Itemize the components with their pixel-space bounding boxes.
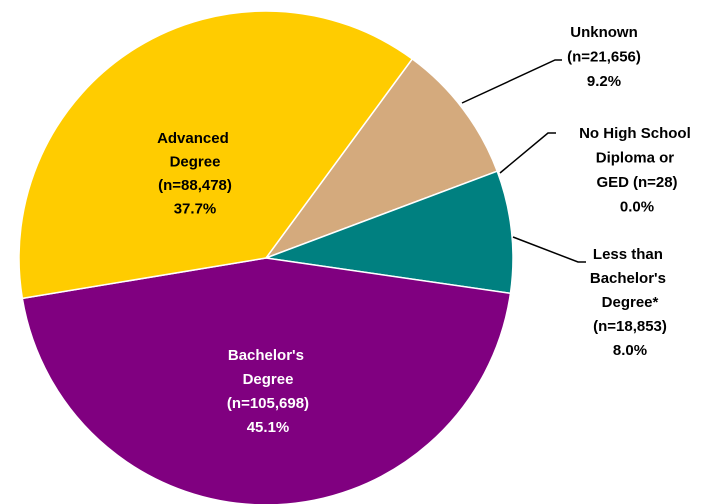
slice-label: Bachelor's Degree — [228, 347, 308, 388]
pie-slice — [21, 257, 512, 504]
slice-label: Less than Bachelor's Degree* — [590, 246, 670, 311]
label-line: Degree* — [602, 294, 659, 311]
leader-line — [512, 236, 586, 263]
value-label: 0.0% — [620, 199, 654, 216]
label-line: Less than — [593, 246, 667, 263]
label-line: Unknown — [570, 24, 638, 41]
leader-line — [461, 59, 562, 104]
value-label: 9.2% — [587, 73, 621, 90]
count-label: (n=105,698) — [227, 395, 309, 412]
count-label: (n=18,853) — [593, 318, 667, 335]
pie-slice — [263, 57, 499, 260]
label-line: Advanced — [157, 130, 233, 147]
label-line: Diploma or — [596, 150, 679, 167]
slice-label: Unknown — [570, 24, 638, 41]
label-line: No High School — [579, 125, 695, 142]
pie-slice — [265, 170, 514, 295]
value-label: 37.7% — [174, 201, 217, 218]
label-line: Bachelor's — [228, 347, 308, 364]
pie-slice — [18, 10, 414, 300]
count-label: (n=88,478) — [158, 177, 232, 194]
count-label: (n=28) — [633, 174, 678, 191]
slice-label: No High School Diploma or GED — [579, 125, 695, 191]
value-label: 45.1% — [247, 419, 290, 436]
value-label: 8.0% — [613, 342, 647, 359]
count-label: (n=21,656) — [567, 49, 641, 66]
label-line: GED — [596, 174, 629, 191]
label-line: Bachelor's — [590, 270, 670, 287]
label-line: Degree — [170, 154, 221, 171]
slice-label: Advanced Degree — [157, 130, 233, 171]
leader-line — [499, 132, 556, 174]
label-line: Degree — [243, 371, 294, 388]
